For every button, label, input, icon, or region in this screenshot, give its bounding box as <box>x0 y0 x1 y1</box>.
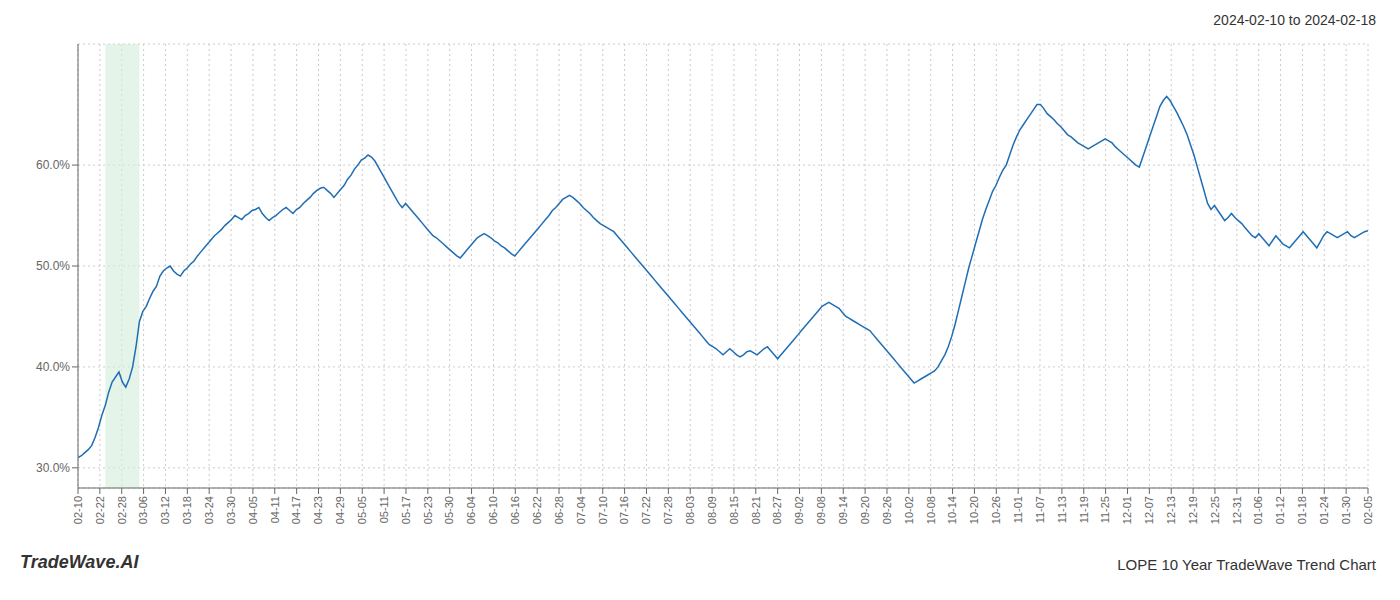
svg-text:11-01: 11-01 <box>1012 496 1024 523</box>
svg-text:12-01: 12-01 <box>1121 496 1133 524</box>
svg-text:05-23: 05-23 <box>422 496 434 524</box>
svg-text:06-28: 06-28 <box>553 496 565 524</box>
svg-text:08-21: 08-21 <box>750 496 762 524</box>
svg-text:01-06: 01-06 <box>1252 496 1264 524</box>
svg-text:03-24: 03-24 <box>203 496 215 524</box>
html-text:LOPE 10 Year TradeWave Trend C: LOPE 10 Year TradeWave Trend Chart <box>1117 556 1376 573</box>
svg-text:06-22: 06-22 <box>531 496 543 524</box>
svg-text:12-31: 12-31 <box>1231 496 1243 524</box>
svg-text:02-10: 02-10 <box>72 496 84 524</box>
svg-text:05-17: 05-17 <box>400 496 412 524</box>
svg-text:03-12: 03-12 <box>159 496 171 524</box>
svg-text:07-22: 07-22 <box>640 496 652 524</box>
svg-text:10-02: 10-02 <box>903 496 915 524</box>
svg-text:12-25: 12-25 <box>1209 496 1221 524</box>
svg-text:12-13: 12-13 <box>1165 496 1177 524</box>
svg-text:07-16: 07-16 <box>618 496 630 524</box>
svg-text:11-07: 11-07 <box>1034 496 1046 523</box>
svg-text:01-12: 01-12 <box>1274 496 1286 524</box>
svg-text:60.0%: 60.0% <box>36 158 70 172</box>
svg-text:10-08: 10-08 <box>925 496 937 524</box>
svg-text:08-09: 08-09 <box>706 496 718 524</box>
svg-text:05-30: 05-30 <box>444 496 456 524</box>
svg-text:10-20: 10-20 <box>968 496 980 524</box>
svg-text:05-05: 05-05 <box>356 496 368 524</box>
svg-text:12-07: 12-07 <box>1143 496 1155 524</box>
svg-text:03-30: 03-30 <box>225 496 237 524</box>
svg-text:01-18: 01-18 <box>1296 496 1308 524</box>
svg-text:08-27: 08-27 <box>771 496 783 524</box>
svg-text:04-29: 04-29 <box>334 496 346 524</box>
svg-text:01-24: 01-24 <box>1318 496 1330 524</box>
svg-text:02-05: 02-05 <box>1362 496 1374 524</box>
svg-text:09-14: 09-14 <box>837 496 849 524</box>
svg-text:10-26: 10-26 <box>990 496 1002 524</box>
svg-text:02-28: 02-28 <box>116 496 128 524</box>
html-text:TradeWave.AI: TradeWave.AI <box>20 552 139 572</box>
svg-text:09-02: 09-02 <box>793 496 805 524</box>
svg-text:07-10: 07-10 <box>597 496 609 524</box>
svg-text:06-04: 06-04 <box>465 496 477 524</box>
svg-text:09-20: 09-20 <box>859 496 871 524</box>
svg-text:09-08: 09-08 <box>815 496 827 524</box>
svg-text:50.0%: 50.0% <box>36 259 70 273</box>
svg-text:04-17: 04-17 <box>290 496 302 524</box>
svg-text:12-19: 12-19 <box>1187 496 1199 524</box>
svg-text:07-04: 07-04 <box>575 496 587 524</box>
svg-text:01-30: 01-30 <box>1340 496 1352 524</box>
svg-text:05-11: 05-11 <box>378 496 390 523</box>
svg-text:04-11: 04-11 <box>269 496 281 523</box>
svg-text:40.0%: 40.0% <box>36 360 70 374</box>
svg-text:11-13: 11-13 <box>1056 496 1068 523</box>
svg-text:04-23: 04-23 <box>312 496 324 524</box>
svg-text:07-28: 07-28 <box>662 496 674 524</box>
svg-text:11-25: 11-25 <box>1099 496 1111 523</box>
svg-text:06-10: 06-10 <box>487 496 499 524</box>
html-text:2024-02-10 to 2024-02-18: 2024-02-10 to 2024-02-18 <box>1213 12 1376 28</box>
svg-text:08-03: 08-03 <box>684 496 696 524</box>
svg-text:30.0%: 30.0% <box>36 461 70 475</box>
svg-text:02-22: 02-22 <box>94 496 106 524</box>
svg-text:10-14: 10-14 <box>946 496 958 524</box>
svg-text:08-15: 08-15 <box>728 496 740 524</box>
svg-text:04-05: 04-05 <box>247 496 259 524</box>
svg-text:03-18: 03-18 <box>181 496 193 524</box>
svg-text:11-19: 11-19 <box>1078 496 1090 523</box>
svg-text:09-26: 09-26 <box>881 496 893 524</box>
svg-text:03-06: 03-06 <box>137 496 149 524</box>
svg-text:06-16: 06-16 <box>509 496 521 524</box>
